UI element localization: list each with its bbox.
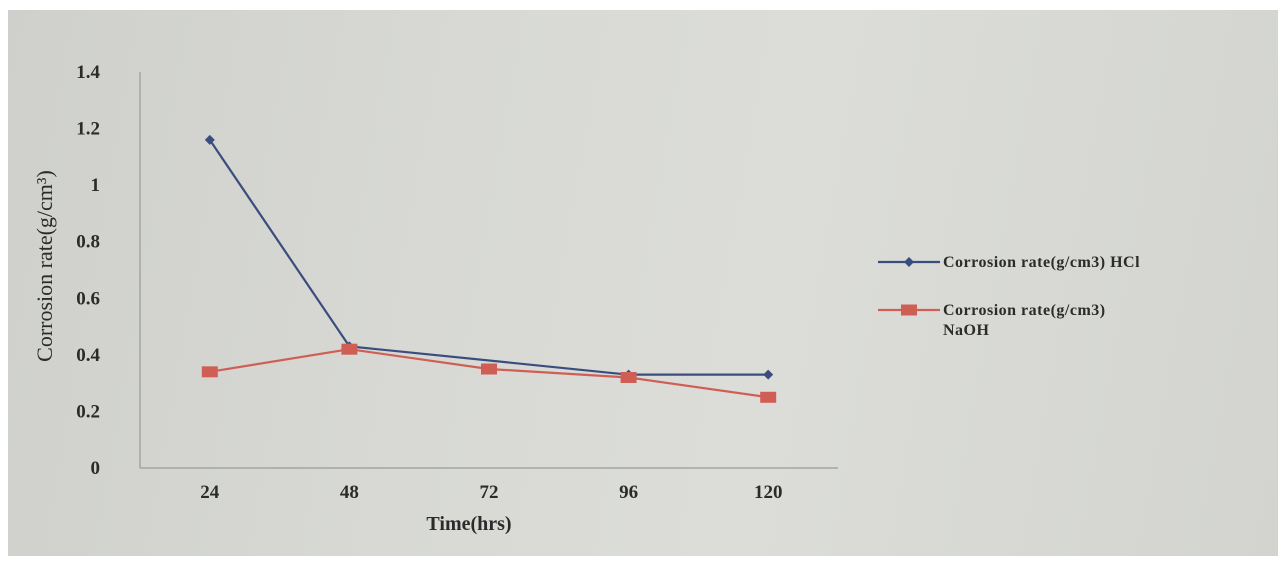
y-tick-label: 1.2 xyxy=(76,119,100,140)
series-lines xyxy=(208,139,769,399)
series-line-1 xyxy=(208,139,769,376)
legend-marker xyxy=(904,257,914,267)
data-point xyxy=(201,366,218,378)
data-point xyxy=(341,343,358,355)
y-tick-label: 0 xyxy=(91,458,101,479)
x-tick-label: 72 xyxy=(480,482,499,503)
y-tick-label: 0.6 xyxy=(76,288,100,309)
legend: Corrosion rate(g/cm3) HCl Corrosion rate(… xyxy=(878,254,1140,339)
series-markers xyxy=(201,134,777,403)
y-tick-labels: 0 0.2 0.4 0.6 0.8 1 1.2 1.4 xyxy=(76,62,100,479)
legend-label: Corrosion rate(g/cm3) HCl xyxy=(943,254,1140,271)
y-tick-label: 1.4 xyxy=(76,62,100,83)
legend-label: Corrosion rate(g/cm3) xyxy=(943,302,1106,319)
y-tick-label: 0.4 xyxy=(76,345,100,366)
y-tick-label: 0.8 xyxy=(76,232,100,253)
legend-marker xyxy=(901,304,917,316)
axes xyxy=(139,72,838,469)
data-point xyxy=(620,371,637,383)
x-tick-label: 96 xyxy=(619,482,638,503)
y-tick-label: 1 xyxy=(91,175,101,196)
x-tick-label: 24 xyxy=(200,482,220,503)
y-axis-label: Corrosion rate(g/cm³) xyxy=(32,170,57,362)
x-tick-label: 120 xyxy=(754,482,783,503)
data-point xyxy=(204,134,215,145)
y-tick-label: 0.2 xyxy=(76,401,100,422)
x-tick-labels: 24 48 72 96 120 xyxy=(200,482,782,503)
x-axis-label: Time(hrs) xyxy=(426,513,511,535)
x-tick-label: 48 xyxy=(340,482,359,503)
data-point xyxy=(760,391,777,403)
legend-label: NaOH xyxy=(943,322,990,339)
chart-background xyxy=(8,10,1278,556)
data-point xyxy=(763,369,774,380)
data-point xyxy=(481,363,497,375)
